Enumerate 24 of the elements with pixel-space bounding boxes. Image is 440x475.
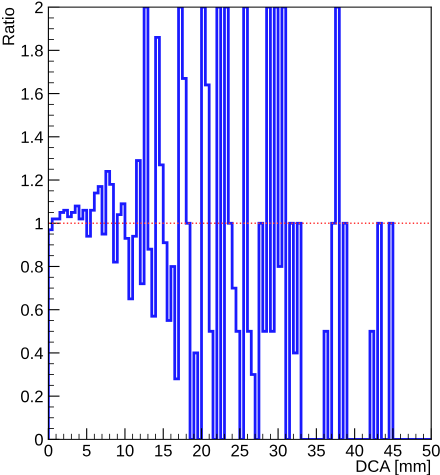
y-tick-label: 1.4 [22, 131, 44, 143]
y-tick-label: 0.4 [21, 347, 44, 360]
y-tick-label: 0.6 [21, 304, 43, 316]
x-axis-title: DCA [mm] [356, 460, 430, 475]
x-tick-label: 10 [116, 444, 134, 456]
y-tick-label: 1 [36, 218, 43, 230]
y-axis-title: Ratio [2, 8, 14, 45]
x-tick-label: 50 [422, 444, 440, 456]
x-tick-label: 40 [346, 444, 364, 456]
y-tick-label: 1.8 [22, 44, 43, 57]
x-tick-label: 25 [231, 444, 248, 456]
y-tick-label: 0.2 [21, 390, 43, 402]
y-tick-label: 0 [34, 434, 43, 446]
x-tick-label: 15 [155, 444, 172, 456]
x-tick-label: 45 [384, 444, 402, 456]
x-tick-label: 20 [193, 444, 210, 456]
x-tick-label: 35 [308, 444, 325, 456]
x-tick-label: 5 [82, 444, 91, 456]
x-tick-label: 30 [269, 444, 287, 456]
x-tick-label: 0 [44, 444, 52, 456]
y-tick-label: 1.6 [22, 88, 43, 100]
y-tick-label: 0.8 [21, 260, 43, 273]
y-tick-label: 2 [35, 2, 43, 14]
y-tick-label: 1.2 [22, 174, 43, 186]
